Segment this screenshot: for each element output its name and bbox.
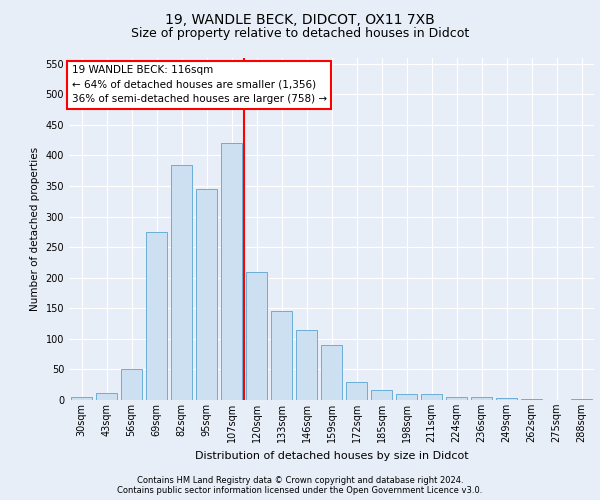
Bar xyxy=(71,397,92,400)
Bar xyxy=(496,398,517,400)
Bar xyxy=(471,397,492,400)
Text: Contains public sector information licensed under the Open Government Licence v3: Contains public sector information licen… xyxy=(118,486,482,495)
Bar xyxy=(171,164,192,400)
Bar xyxy=(146,232,167,400)
Bar xyxy=(396,394,417,400)
Bar xyxy=(296,330,317,400)
Bar xyxy=(371,390,392,400)
Y-axis label: Number of detached properties: Number of detached properties xyxy=(30,146,40,311)
Bar xyxy=(196,189,217,400)
Bar xyxy=(521,399,542,400)
Bar xyxy=(271,312,292,400)
Text: 19, WANDLE BECK, DIDCOT, OX11 7XB: 19, WANDLE BECK, DIDCOT, OX11 7XB xyxy=(165,12,435,26)
X-axis label: Distribution of detached houses by size in Didcot: Distribution of detached houses by size … xyxy=(194,450,469,460)
Bar xyxy=(121,370,142,400)
Bar xyxy=(221,143,242,400)
Text: Size of property relative to detached houses in Didcot: Size of property relative to detached ho… xyxy=(131,28,469,40)
Bar xyxy=(571,399,592,400)
Bar xyxy=(421,394,442,400)
Bar xyxy=(96,392,117,400)
Text: 19 WANDLE BECK: 116sqm
← 64% of detached houses are smaller (1,356)
36% of semi-: 19 WANDLE BECK: 116sqm ← 64% of detached… xyxy=(71,65,326,104)
Bar xyxy=(246,272,267,400)
Bar xyxy=(321,345,342,400)
Text: Contains HM Land Registry data © Crown copyright and database right 2024.: Contains HM Land Registry data © Crown c… xyxy=(137,476,463,485)
Bar xyxy=(346,382,367,400)
Bar xyxy=(446,397,467,400)
